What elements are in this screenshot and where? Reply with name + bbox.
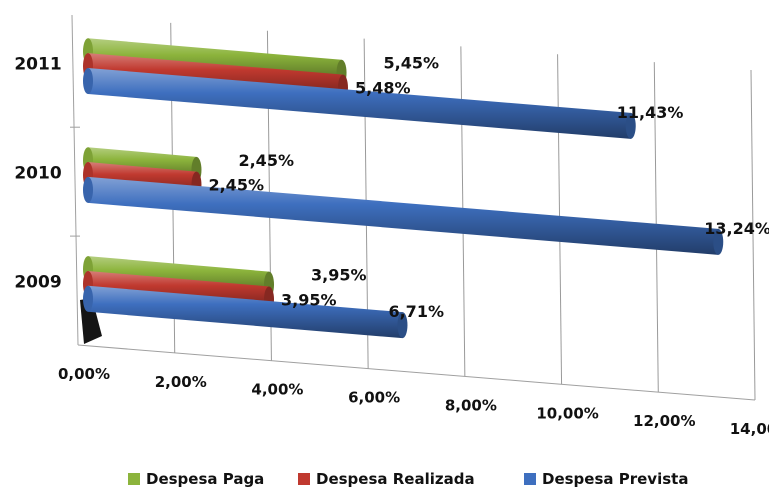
bar bbox=[83, 68, 636, 139]
legend-swatch bbox=[298, 473, 310, 485]
x-tick-label: 4,00% bbox=[251, 381, 303, 399]
data-label: 2,45% bbox=[208, 176, 264, 195]
legend-swatch bbox=[128, 473, 140, 485]
x-tick-label: 0,00% bbox=[58, 365, 110, 383]
legend-label: Despesa Paga bbox=[146, 470, 264, 488]
bar-body bbox=[88, 68, 631, 139]
bar bbox=[83, 176, 724, 255]
x-tick-label: 2,00% bbox=[155, 373, 207, 391]
category-label: 2010 bbox=[14, 163, 61, 183]
bar-cap-start bbox=[83, 68, 93, 94]
data-labels: 3,95% 3,95% 6,71% 2,45% 2,45% 13,24% 5,45% 5,48… bbox=[208, 54, 769, 321]
category-labels: 2009 2010 2011 bbox=[14, 55, 61, 293]
data-label: 2,45% bbox=[238, 151, 294, 170]
data-label: 3,95% bbox=[311, 266, 367, 285]
x-tick-label: 10,00% bbox=[536, 404, 598, 422]
data-label: 13,24% bbox=[704, 219, 769, 238]
category-label: 2009 bbox=[14, 272, 61, 292]
legend-swatch bbox=[524, 473, 536, 485]
legend-label: Despesa Realizada bbox=[316, 470, 475, 488]
x-tick-labels: 0,00% 2,00% 4,00% 6,00% 8,00% 10,00% 12,00% 14,… bbox=[58, 365, 769, 438]
legend: Despesa Paga Despesa Realizada Despesa Pre… bbox=[128, 470, 688, 488]
x-tick-label: 6,00% bbox=[348, 389, 400, 407]
legend-label: Despesa Prevista bbox=[542, 470, 688, 488]
data-label: 3,95% bbox=[281, 290, 337, 309]
data-label: 5,45% bbox=[384, 54, 440, 73]
bar-body bbox=[88, 176, 719, 255]
vertical-axis-line bbox=[71, 14, 79, 346]
bar-cap-end bbox=[713, 228, 724, 255]
data-label: 5,48% bbox=[355, 79, 411, 98]
bar-cap-start bbox=[83, 176, 93, 203]
category-label: 2011 bbox=[14, 55, 61, 75]
bar-body bbox=[88, 285, 403, 339]
data-label: 6,71% bbox=[388, 302, 444, 321]
bar-cap-end bbox=[397, 312, 408, 339]
bars bbox=[83, 38, 724, 339]
horizontal-axis-line bbox=[77, 344, 756, 401]
bar bbox=[83, 285, 408, 339]
bar-cap-start bbox=[83, 285, 93, 312]
x-tick-label: 14,00% bbox=[730, 420, 769, 438]
x-tick-label: 12,00% bbox=[633, 412, 695, 430]
bar-cap-end bbox=[625, 112, 636, 139]
x-tick-label: 8,00% bbox=[445, 396, 497, 414]
data-label: 11,43% bbox=[617, 103, 684, 122]
gridline bbox=[750, 69, 756, 401]
